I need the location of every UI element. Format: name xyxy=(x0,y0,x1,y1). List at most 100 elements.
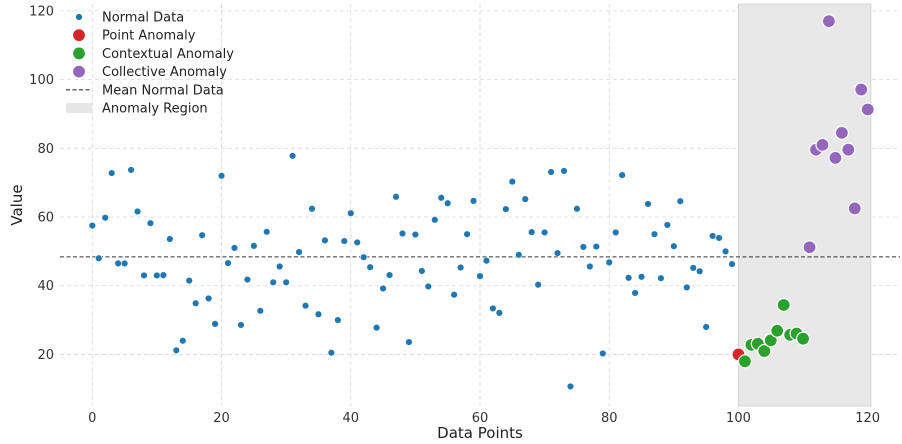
normal-data-point xyxy=(95,254,103,262)
collective-anomaly-point xyxy=(821,14,837,29)
plot-area xyxy=(60,3,900,407)
normal-data-point xyxy=(566,382,575,391)
legend-label: Anomaly Region xyxy=(102,102,208,117)
normal-data-point xyxy=(605,258,613,267)
x-tick-label: 0 xyxy=(88,411,96,426)
x-tick-label: 40 xyxy=(342,411,359,426)
normal-data-point xyxy=(172,346,181,355)
normal-data-point xyxy=(366,263,374,271)
normal-data-point xyxy=(288,152,297,160)
legend-label: Collective Anomaly xyxy=(102,65,227,80)
normal-data-point xyxy=(650,230,659,238)
normal-data-point xyxy=(695,267,704,276)
normal-data-point xyxy=(482,256,491,265)
y-tick-label: 100 xyxy=(29,73,54,88)
normal-data-point xyxy=(618,171,626,179)
contextual-anomaly-point xyxy=(795,331,811,346)
normal-data-point xyxy=(443,199,452,207)
normal-data-point xyxy=(133,207,142,216)
x-tick-label: 60 xyxy=(472,411,489,426)
normal-data-point xyxy=(592,242,601,251)
legend-label: Point Anomaly xyxy=(102,29,196,44)
legend-item: Point Anomaly xyxy=(71,28,196,44)
normal-data-point xyxy=(127,166,135,174)
y-axis-ticks: 20 40 60 80 100 120 xyxy=(29,4,54,363)
normal-data-point xyxy=(166,235,174,243)
normal-data-point xyxy=(347,209,355,217)
normal-data-point xyxy=(321,236,329,245)
normal-data-point xyxy=(534,281,542,289)
normal-data-point xyxy=(553,249,562,257)
normal-data-point xyxy=(573,205,581,213)
normal-data-point xyxy=(269,278,277,287)
normal-data-point xyxy=(120,259,129,268)
legend-item: Anomaly Region xyxy=(66,102,208,117)
normal-data-point xyxy=(476,272,484,280)
normal-data-point xyxy=(515,251,523,259)
normal-data-point xyxy=(676,197,685,205)
normal-data-point xyxy=(107,169,116,177)
normal-data-point xyxy=(495,309,504,317)
legend-marker xyxy=(66,103,92,113)
x-tick-label: 100 xyxy=(726,411,751,426)
y-tick-label: 40 xyxy=(37,279,54,294)
normal-data-point xyxy=(263,228,271,236)
x-tick-label: 80 xyxy=(601,411,618,426)
x-tick-label: 20 xyxy=(213,411,230,426)
normal-data-point xyxy=(456,263,465,272)
legend-marker xyxy=(75,13,83,21)
normal-data-point xyxy=(689,264,697,272)
legend-marker xyxy=(71,46,87,61)
normal-data-point xyxy=(237,321,245,329)
legend-label: Contextual Anomaly xyxy=(102,47,234,62)
normal-data-point xyxy=(521,195,529,203)
normal-data-point xyxy=(88,221,97,230)
normal-data-point xyxy=(657,274,665,282)
legend: Normal Data Point Anomaly Contextual Anoma… xyxy=(66,11,234,117)
normal-data-point xyxy=(146,219,155,227)
normal-data-point xyxy=(353,238,361,247)
normal-data-point xyxy=(431,216,439,224)
normal-data-point xyxy=(385,271,394,279)
normal-data-point xyxy=(275,262,284,271)
normal-data-point xyxy=(372,323,381,332)
normal-data-point xyxy=(508,177,517,186)
x-tick-label: 120 xyxy=(855,411,880,426)
contextual-anomaly-point xyxy=(770,323,785,338)
normal-data-point xyxy=(211,320,219,328)
legend-label: Normal Data xyxy=(102,11,184,26)
y-tick-label: 60 xyxy=(37,211,54,226)
normal-data-point xyxy=(185,276,193,285)
normal-data-point xyxy=(334,316,342,324)
normal-data-point xyxy=(340,237,349,245)
normal-data-point xyxy=(314,310,323,318)
normal-data-point xyxy=(405,338,413,346)
normal-data-point xyxy=(579,243,588,251)
normal-data-point xyxy=(611,228,620,237)
data-points xyxy=(88,14,875,391)
y-axis-title: Value xyxy=(8,184,26,225)
normal-data-point xyxy=(243,275,252,284)
normal-data-point xyxy=(101,214,109,222)
normal-data-point xyxy=(140,271,148,280)
collective-anomaly-point xyxy=(834,125,849,140)
collective-anomaly-point xyxy=(828,150,843,166)
normal-data-point xyxy=(153,271,161,280)
normal-data-point xyxy=(256,307,265,315)
normal-data-point xyxy=(450,290,458,299)
collective-anomaly-point xyxy=(847,201,862,216)
normal-data-point xyxy=(547,168,555,176)
normal-data-point xyxy=(411,230,420,239)
normal-data-point xyxy=(463,230,471,238)
legend-label: Mean Normal Data xyxy=(102,83,224,98)
normal-data-point xyxy=(398,229,407,238)
collective-anomaly-point xyxy=(841,142,856,157)
normal-data-point xyxy=(204,294,213,303)
normal-data-point xyxy=(437,194,445,202)
normal-data-point xyxy=(114,259,122,268)
normal-data-point xyxy=(308,205,316,213)
normal-data-point xyxy=(301,301,310,310)
legend-marker xyxy=(71,64,87,79)
normal-data-point xyxy=(250,242,258,250)
normal-data-point xyxy=(379,284,387,293)
